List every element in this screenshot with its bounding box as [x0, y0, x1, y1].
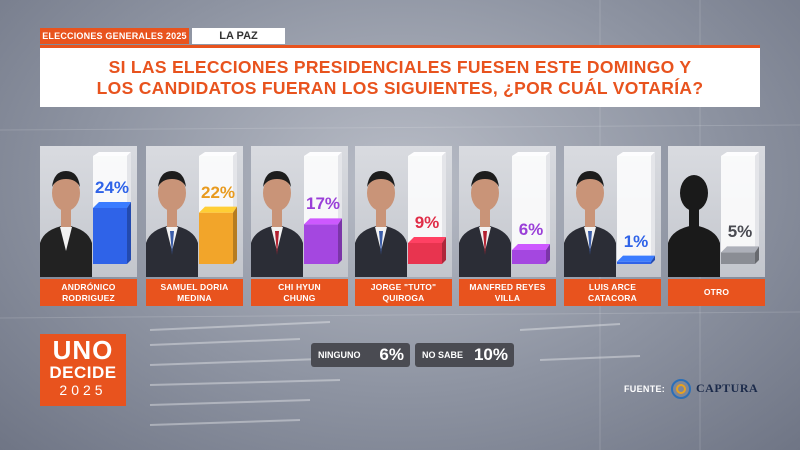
ninguno-pill: NINGUNO 6% [311, 343, 410, 367]
value-label-7: 5% [727, 222, 753, 242]
bar-3 [304, 152, 342, 264]
captura-logo-icon [671, 379, 691, 399]
bar-1 [93, 152, 131, 264]
bar-2 [199, 152, 237, 264]
no-sabe-value: 10% [473, 345, 508, 364]
candidate-card: 24% ANDRÓNICO RODRIGUEZ [40, 146, 137, 306]
candidate-card: 6% MANFRED REYES VILLA [459, 146, 556, 306]
candidate-name-3: CHI HYUN CHUNG [251, 279, 348, 306]
candidate-name-7: OTRO [668, 279, 765, 306]
candidate-photo [459, 171, 511, 277]
candidate-photo [564, 171, 616, 277]
candidate-photo [146, 171, 198, 277]
value-label-1: 24% [94, 178, 130, 197]
candidate-name-6: LUIS ARCE CATACORA [564, 279, 661, 306]
no-sabe-label: NO SABE [422, 350, 464, 360]
election-tag: ELECCIONES GENERALES 2025 [40, 28, 189, 44]
bar-6 [617, 152, 655, 264]
candidate-photo [251, 171, 303, 277]
logo-line-2: DECIDE [49, 363, 117, 382]
candidate-name-2: SAMUEL DORIA MEDINA [146, 279, 243, 306]
candidate-name-4: JORGE "TUTO" QUIROGA [355, 279, 452, 306]
question-box: SI LAS ELECCIONES PRESIDENCIALES FUESEN … [40, 45, 760, 107]
candidate-card: 1% LUIS ARCE CATACORA [564, 146, 661, 306]
candidate-photo [40, 171, 92, 277]
question-title: SI LAS ELECCIONES PRESIDENCIALES FUESEN … [96, 56, 704, 98]
source-label: FUENTE: [624, 384, 666, 394]
candidate-photo [355, 171, 407, 277]
candidate-card: 17% CHI HYUN CHUNG [251, 146, 348, 306]
candidate-name-5: MANFRED REYES VILLA [459, 279, 556, 306]
candidate-card: 22% SAMUEL DORIA MEDINA [146, 146, 243, 306]
bar-4 [408, 152, 446, 264]
candidate-card: 9% JORGE "TUTO" QUIROGA [355, 146, 452, 306]
logo-line-3: 2025 [59, 382, 107, 398]
unknown-silhouette-icon [668, 175, 720, 277]
bar-5 [512, 152, 550, 264]
value-label-5: 6% [518, 220, 544, 239]
ninguno-value: 6% [379, 345, 404, 364]
ninguno-label: NINGUNO [318, 350, 361, 360]
uno-decide-logo: UNO DECIDE 2025 [40, 334, 126, 406]
region-tag: LA PAZ [192, 28, 285, 44]
candidate-card: 5% OTRO [668, 146, 765, 306]
value-label-4: 9% [414, 213, 440, 232]
source-name: CAPTURA [696, 381, 759, 395]
bar-7 [721, 152, 759, 264]
value-label-3: 17% [305, 194, 341, 214]
candidate-name-1: ANDRÓNICO RODRIGUEZ [40, 279, 137, 306]
value-label-6: 1% [623, 231, 649, 251]
no-sabe-pill: NO SABE 10% [415, 343, 514, 367]
logo-line-1: UNO [52, 335, 114, 365]
value-label-2: 22% [200, 182, 236, 202]
